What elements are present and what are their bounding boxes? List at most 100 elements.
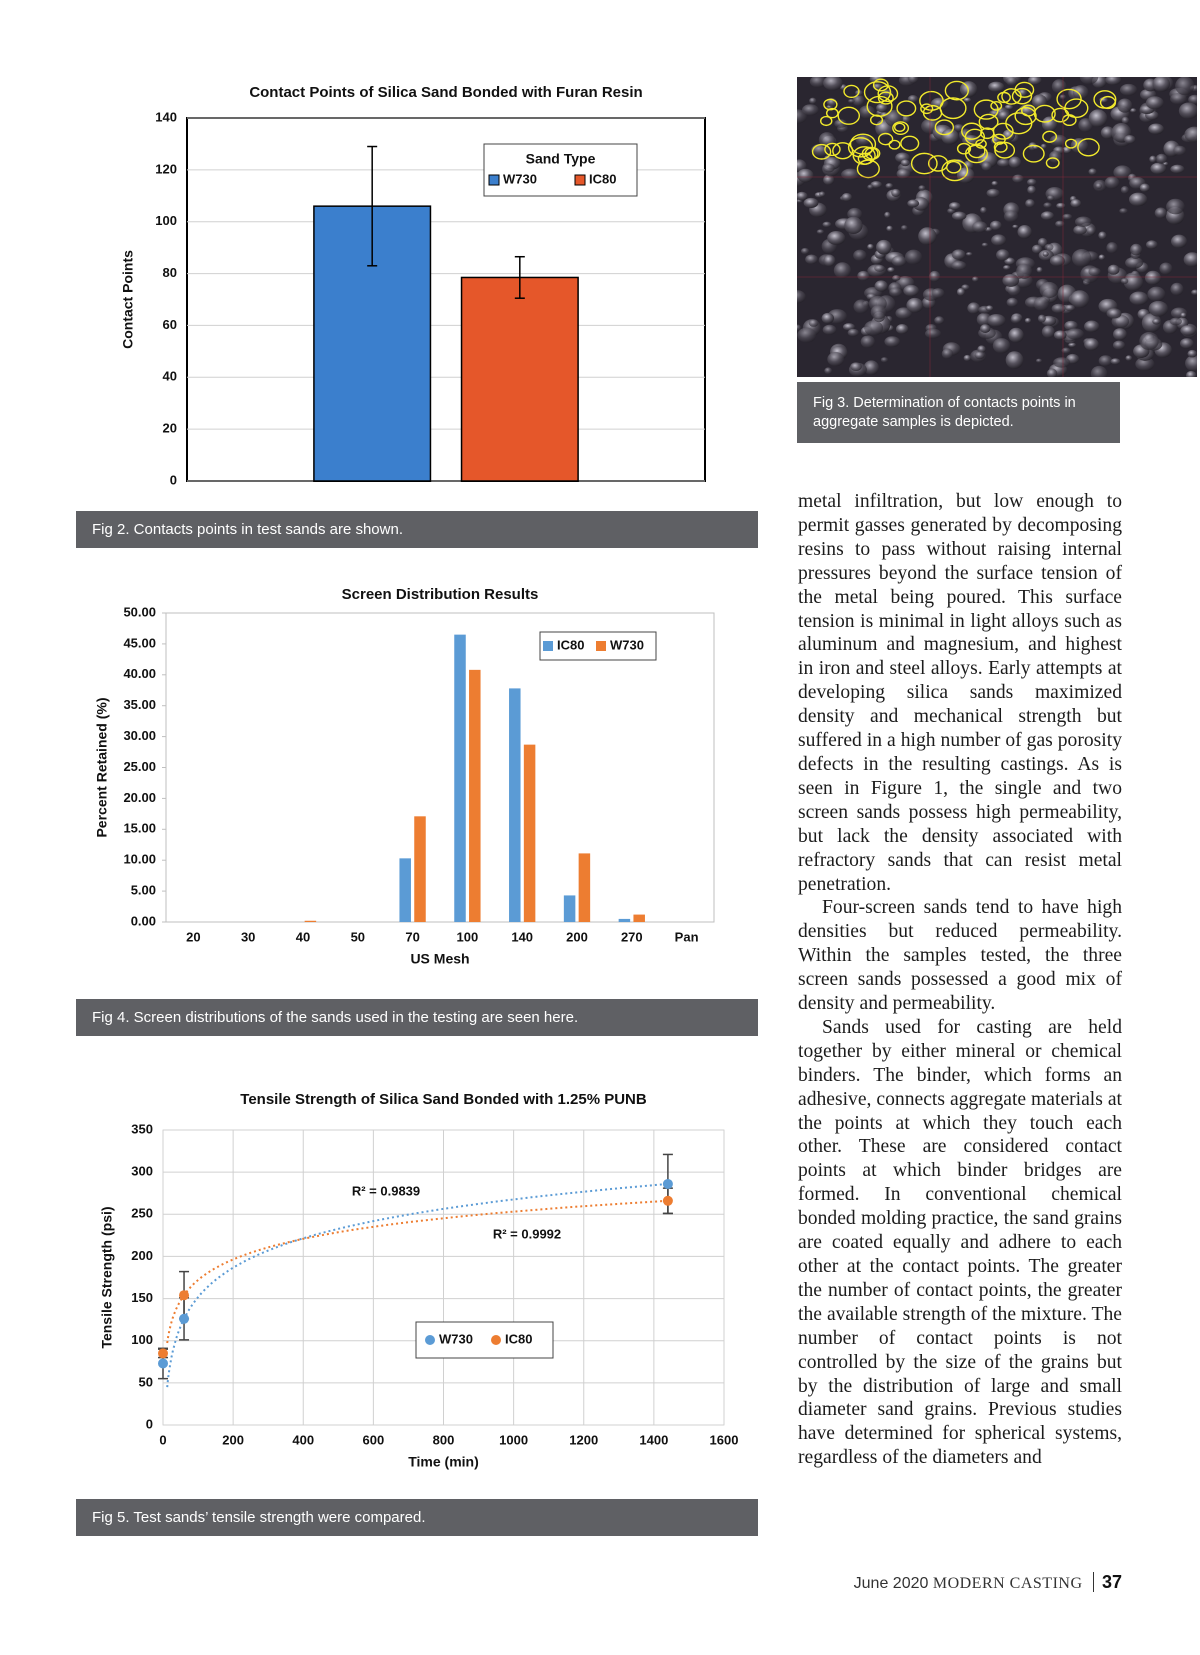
sand-grain <box>1186 370 1197 377</box>
sand-grain <box>819 191 826 197</box>
sand-grain <box>1006 77 1018 86</box>
sand-grain <box>997 110 1010 121</box>
sand-grain <box>842 323 856 331</box>
data-point <box>158 1348 168 1359</box>
y-tick-label: 30.00 <box>123 728 156 743</box>
sand-grain <box>1073 225 1087 235</box>
y-tick-label: 140 <box>155 109 177 124</box>
sand-grain <box>1120 278 1129 284</box>
plot-area <box>165 612 715 923</box>
sand-grain <box>876 239 892 255</box>
sand-grain <box>992 338 1011 354</box>
sand-grain <box>864 320 884 336</box>
sand-grain <box>1084 338 1099 351</box>
sand-grain <box>1036 266 1043 273</box>
chart-title: Screen Distribution Results <box>342 586 539 603</box>
sand-grain <box>823 77 843 91</box>
sand-grain <box>1123 273 1144 291</box>
sand-grain <box>1180 338 1194 349</box>
sand-grain <box>1105 77 1122 86</box>
contact-outline <box>1033 104 1056 123</box>
bar <box>304 920 317 922</box>
contact-outline <box>896 100 917 117</box>
sand-grain <box>1088 267 1101 277</box>
sand-grain <box>981 242 989 247</box>
sand-grain <box>1043 202 1052 209</box>
sand-grain <box>1125 256 1144 269</box>
sand-grain <box>857 270 870 281</box>
sand-grain <box>797 327 817 343</box>
sand-grain <box>895 323 909 335</box>
x-tick-label: 140 <box>511 929 533 944</box>
y-tick-label: 0.00 <box>131 913 156 928</box>
sand-grain <box>805 254 818 265</box>
sand-grain <box>827 351 845 367</box>
sand-grain <box>1150 162 1167 175</box>
sand-grain <box>1107 264 1120 275</box>
sand-grain <box>987 313 1006 327</box>
paragraph: Sands used for casting are held together… <box>798 1016 1122 1469</box>
bar <box>460 276 579 482</box>
sand-grain <box>904 249 923 265</box>
sand-grain <box>1031 244 1043 254</box>
legend-marker <box>425 1335 435 1345</box>
sand-grain <box>961 284 970 291</box>
sand-grain <box>834 119 848 128</box>
bar <box>523 744 536 922</box>
data-point <box>179 1313 190 1324</box>
sand-grain <box>1041 116 1058 132</box>
sand-grain <box>1148 123 1164 135</box>
annotation: R² = 0.9839 <box>352 1183 420 1198</box>
sand-grain <box>1098 254 1105 261</box>
sand-grain <box>884 336 901 348</box>
sand-grain <box>934 316 945 325</box>
contact-outline <box>1001 88 1022 105</box>
x-tick-label: 40 <box>296 929 310 944</box>
sand-grain <box>1171 234 1188 249</box>
figure-caption: Fig 4. Screen distributions of the sands… <box>76 999 758 1036</box>
sand-grain <box>797 324 802 331</box>
sand-grain <box>918 227 937 246</box>
sand-grain <box>972 221 988 233</box>
sand-grain <box>803 197 819 208</box>
page-number: 37 <box>1092 1572 1122 1592</box>
sand-grain <box>1088 168 1097 176</box>
sand-grain <box>1104 176 1120 189</box>
sand-grain <box>979 324 991 333</box>
contact-outline <box>823 98 838 111</box>
y-tick-label: 250 <box>131 1206 153 1221</box>
sand-grain <box>1044 243 1054 251</box>
x-tick-label: 600 <box>363 1432 385 1447</box>
sand-grain <box>1088 109 1108 128</box>
contact-outline <box>820 115 833 127</box>
sand-grain <box>1064 320 1078 331</box>
contact-outline <box>978 113 999 130</box>
sand-grain <box>823 254 836 267</box>
x-tick-label: 400 <box>292 1432 314 1447</box>
legend-label: W730 <box>503 171 537 186</box>
paragraph: metal infiltration, but low enough to pe… <box>798 491 1122 895</box>
sand-grain <box>1139 332 1159 351</box>
sand-grain <box>1079 77 1099 85</box>
y-tick-label: 40 <box>163 369 177 384</box>
sand-grain <box>1180 312 1187 318</box>
sand-grain <box>903 284 919 297</box>
sand-grain <box>848 98 855 104</box>
sand-grain <box>1184 126 1197 143</box>
x-tick-label: 30 <box>241 929 255 944</box>
x-tick-label: 0 <box>159 1432 166 1447</box>
sand-grain <box>1166 198 1185 215</box>
data-point <box>158 1358 168 1369</box>
sand-grain <box>1170 164 1185 174</box>
sand-grain <box>986 188 1000 198</box>
sand-grain <box>967 302 981 314</box>
sand-grain <box>1012 174 1024 183</box>
x-tick-label: 50 <box>351 929 365 944</box>
contact-outline <box>1022 144 1045 163</box>
sand-grain <box>1006 297 1018 307</box>
sand-grain <box>991 234 1007 246</box>
sand-grain <box>951 249 966 260</box>
sand-grain <box>850 362 862 372</box>
y-tick-label: 200 <box>131 1248 153 1263</box>
